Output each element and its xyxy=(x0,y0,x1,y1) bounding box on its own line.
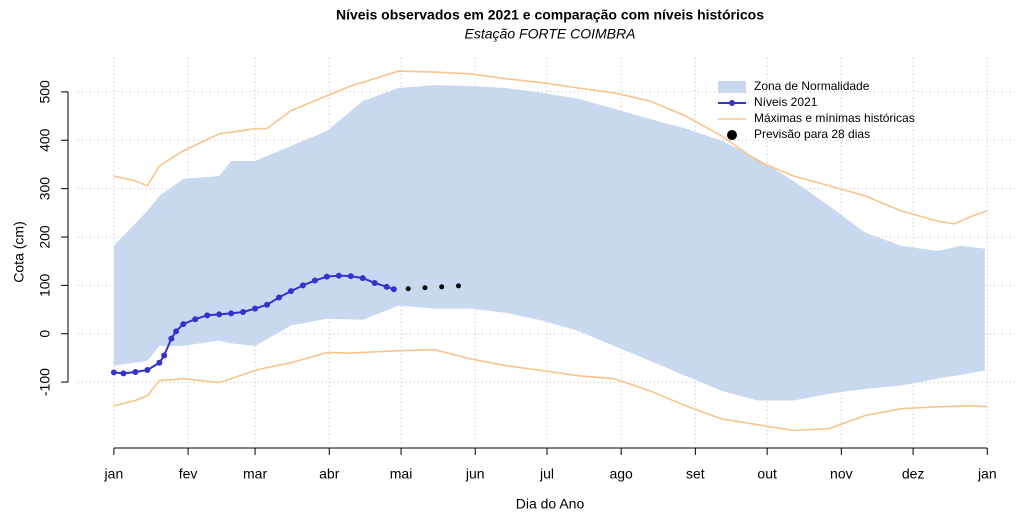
x-tick-label: jul xyxy=(539,466,554,482)
x-tick-label: jan xyxy=(977,466,997,482)
y-tick-label: 100 xyxy=(37,273,53,297)
historical-max xyxy=(113,70,988,225)
legend-swatch xyxy=(718,81,746,93)
x-tick-label: mar xyxy=(243,466,267,482)
level-point xyxy=(347,273,354,280)
x-tick-label: mai xyxy=(390,466,413,482)
x-tick-label: dez xyxy=(902,466,925,482)
level-point xyxy=(156,359,163,366)
level-point xyxy=(287,288,294,295)
level-point xyxy=(390,286,397,293)
legend-label: Previsão para 28 dias xyxy=(754,127,870,141)
level-point xyxy=(144,367,151,374)
level-point xyxy=(161,352,168,359)
level-point xyxy=(180,321,187,328)
normal-zone xyxy=(113,85,985,401)
legend-label: Máximas e mínimas históricas xyxy=(754,111,915,125)
forecast-point xyxy=(422,285,428,291)
level-point xyxy=(228,310,235,317)
level-point xyxy=(371,279,378,286)
x-tick-label: out xyxy=(757,466,777,482)
x-tick-label: fev xyxy=(179,466,198,482)
level-point xyxy=(252,305,259,312)
y-tick-label: 0 xyxy=(37,330,53,338)
y-tick-label: 500 xyxy=(37,80,53,104)
x-tick-label: jun xyxy=(465,466,485,482)
x-tick-label: set xyxy=(686,466,705,482)
level-point xyxy=(110,369,117,376)
legend-swatch xyxy=(729,100,735,106)
x-tick-label: nov xyxy=(830,466,853,482)
legend-label: Níveis 2021 xyxy=(754,95,818,109)
forecast-point xyxy=(455,283,461,289)
y-tick-label: 400 xyxy=(37,128,53,152)
chart-subtitle: Estação FORTE COIMBRA xyxy=(465,26,636,42)
level-point xyxy=(192,316,199,323)
level-point xyxy=(311,277,318,284)
level-point xyxy=(168,335,175,342)
level-point xyxy=(204,312,211,319)
x-axis-label: Dia do Ano xyxy=(516,496,585,512)
level-point xyxy=(359,275,366,282)
level-point xyxy=(323,273,330,280)
level-point xyxy=(264,301,271,308)
y-tick-label: -100 xyxy=(37,368,53,396)
y-tick-label: 200 xyxy=(37,225,53,249)
x-tick-label: abr xyxy=(319,466,340,482)
level-point xyxy=(132,368,139,375)
level-point xyxy=(240,308,247,315)
x-tick-label: ago xyxy=(609,466,633,482)
level-point xyxy=(335,272,342,279)
level-point xyxy=(383,283,390,290)
x-tick-label: jan xyxy=(104,466,124,482)
historical-min xyxy=(113,348,988,432)
y-tick-label: 300 xyxy=(37,177,53,201)
forecast-point xyxy=(439,284,445,290)
level-point xyxy=(299,282,306,289)
chart-title: Níveis observados em 2021 e comparação c… xyxy=(336,7,764,23)
legend-label: Zona de Normalidade xyxy=(754,79,870,93)
y-axis-label: Cota (cm) xyxy=(11,221,27,282)
level-point xyxy=(120,370,127,377)
level-point xyxy=(173,328,180,335)
forecast-point xyxy=(405,286,411,292)
level-point xyxy=(276,294,282,301)
legend-swatch xyxy=(727,130,737,140)
level-point xyxy=(216,311,223,318)
